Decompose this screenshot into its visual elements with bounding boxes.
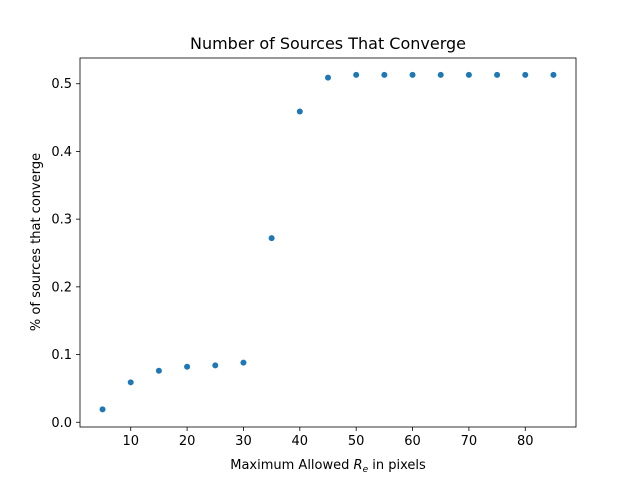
data-point — [155, 367, 162, 374]
y-tick-label: 0.1 — [51, 348, 72, 363]
y-tick-label: 0.5 — [51, 77, 72, 92]
x-tick-label: 50 — [348, 434, 365, 449]
x-tick-label: 60 — [404, 434, 421, 449]
data-point — [296, 108, 303, 115]
y-axis-ticks: 0.0 0.1 0.2 0.3 0.4 0.5 — [51, 77, 80, 431]
data-point — [522, 71, 529, 78]
data-point — [240, 359, 247, 366]
data-point — [494, 71, 501, 78]
y-tick-label: 0.0 — [51, 416, 72, 431]
data-point — [212, 362, 219, 369]
data-point — [409, 71, 416, 78]
chart-title: Number of Sources That Converge — [190, 34, 466, 53]
data-points — [99, 71, 557, 413]
data-point — [325, 74, 331, 81]
x-tick-label: 70 — [461, 434, 478, 449]
y-tick-label: 0.4 — [51, 145, 72, 160]
data-point — [437, 71, 444, 78]
x-axis-label: Maximum Allowed Re in pixels — [230, 458, 426, 475]
data-point — [353, 71, 360, 78]
x-tick-label: 80 — [517, 434, 534, 449]
x-tick-label: 10 — [122, 434, 139, 449]
data-point — [381, 71, 388, 78]
y-axis-label: % of sources that converge — [29, 153, 44, 331]
plot-frame — [79, 57, 577, 428]
y-tick-label: 0.3 — [51, 213, 72, 228]
x-tick-label: 20 — [179, 434, 196, 449]
data-point — [127, 379, 134, 386]
x-tick-label: 40 — [292, 434, 309, 449]
y-tick-label: 0.2 — [51, 280, 72, 295]
data-point — [99, 406, 106, 413]
data-point — [550, 71, 557, 78]
data-point — [268, 235, 275, 242]
x-tick-label: 30 — [235, 434, 252, 449]
data-point — [465, 71, 472, 78]
x-axis-ticks: 10 20 30 40 50 60 70 80 — [122, 427, 534, 449]
data-point — [184, 363, 191, 370]
